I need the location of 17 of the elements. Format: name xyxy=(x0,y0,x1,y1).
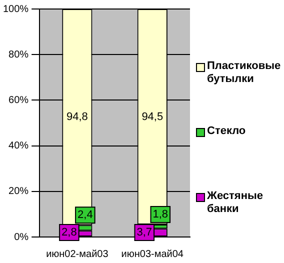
legend-label: Пластиковые бутылки xyxy=(207,60,282,86)
y-tick-label: 80% xyxy=(8,49,29,60)
data-label: 94,8 xyxy=(66,111,88,124)
y-tick-label: 60% xyxy=(8,94,29,106)
y-tick-label: 0% xyxy=(14,232,29,243)
data-label: 3,7 xyxy=(136,226,152,239)
data-label: 1,8 xyxy=(152,208,168,220)
x-tick-label: июн03-май04 xyxy=(121,248,184,260)
y-tick-label: 40% xyxy=(8,140,29,152)
y-tick-label: 100% xyxy=(3,4,29,15)
data-label: 2,4 xyxy=(78,209,93,222)
data-label: 94,5 xyxy=(142,110,164,123)
legend-label: Стекло xyxy=(207,125,246,138)
data-label: 2,8 xyxy=(62,226,77,239)
legend-label: Жестяные банки xyxy=(207,190,264,216)
x-tick-label: июн02-май03 xyxy=(46,248,109,260)
y-tick-label: 20% xyxy=(8,186,29,198)
